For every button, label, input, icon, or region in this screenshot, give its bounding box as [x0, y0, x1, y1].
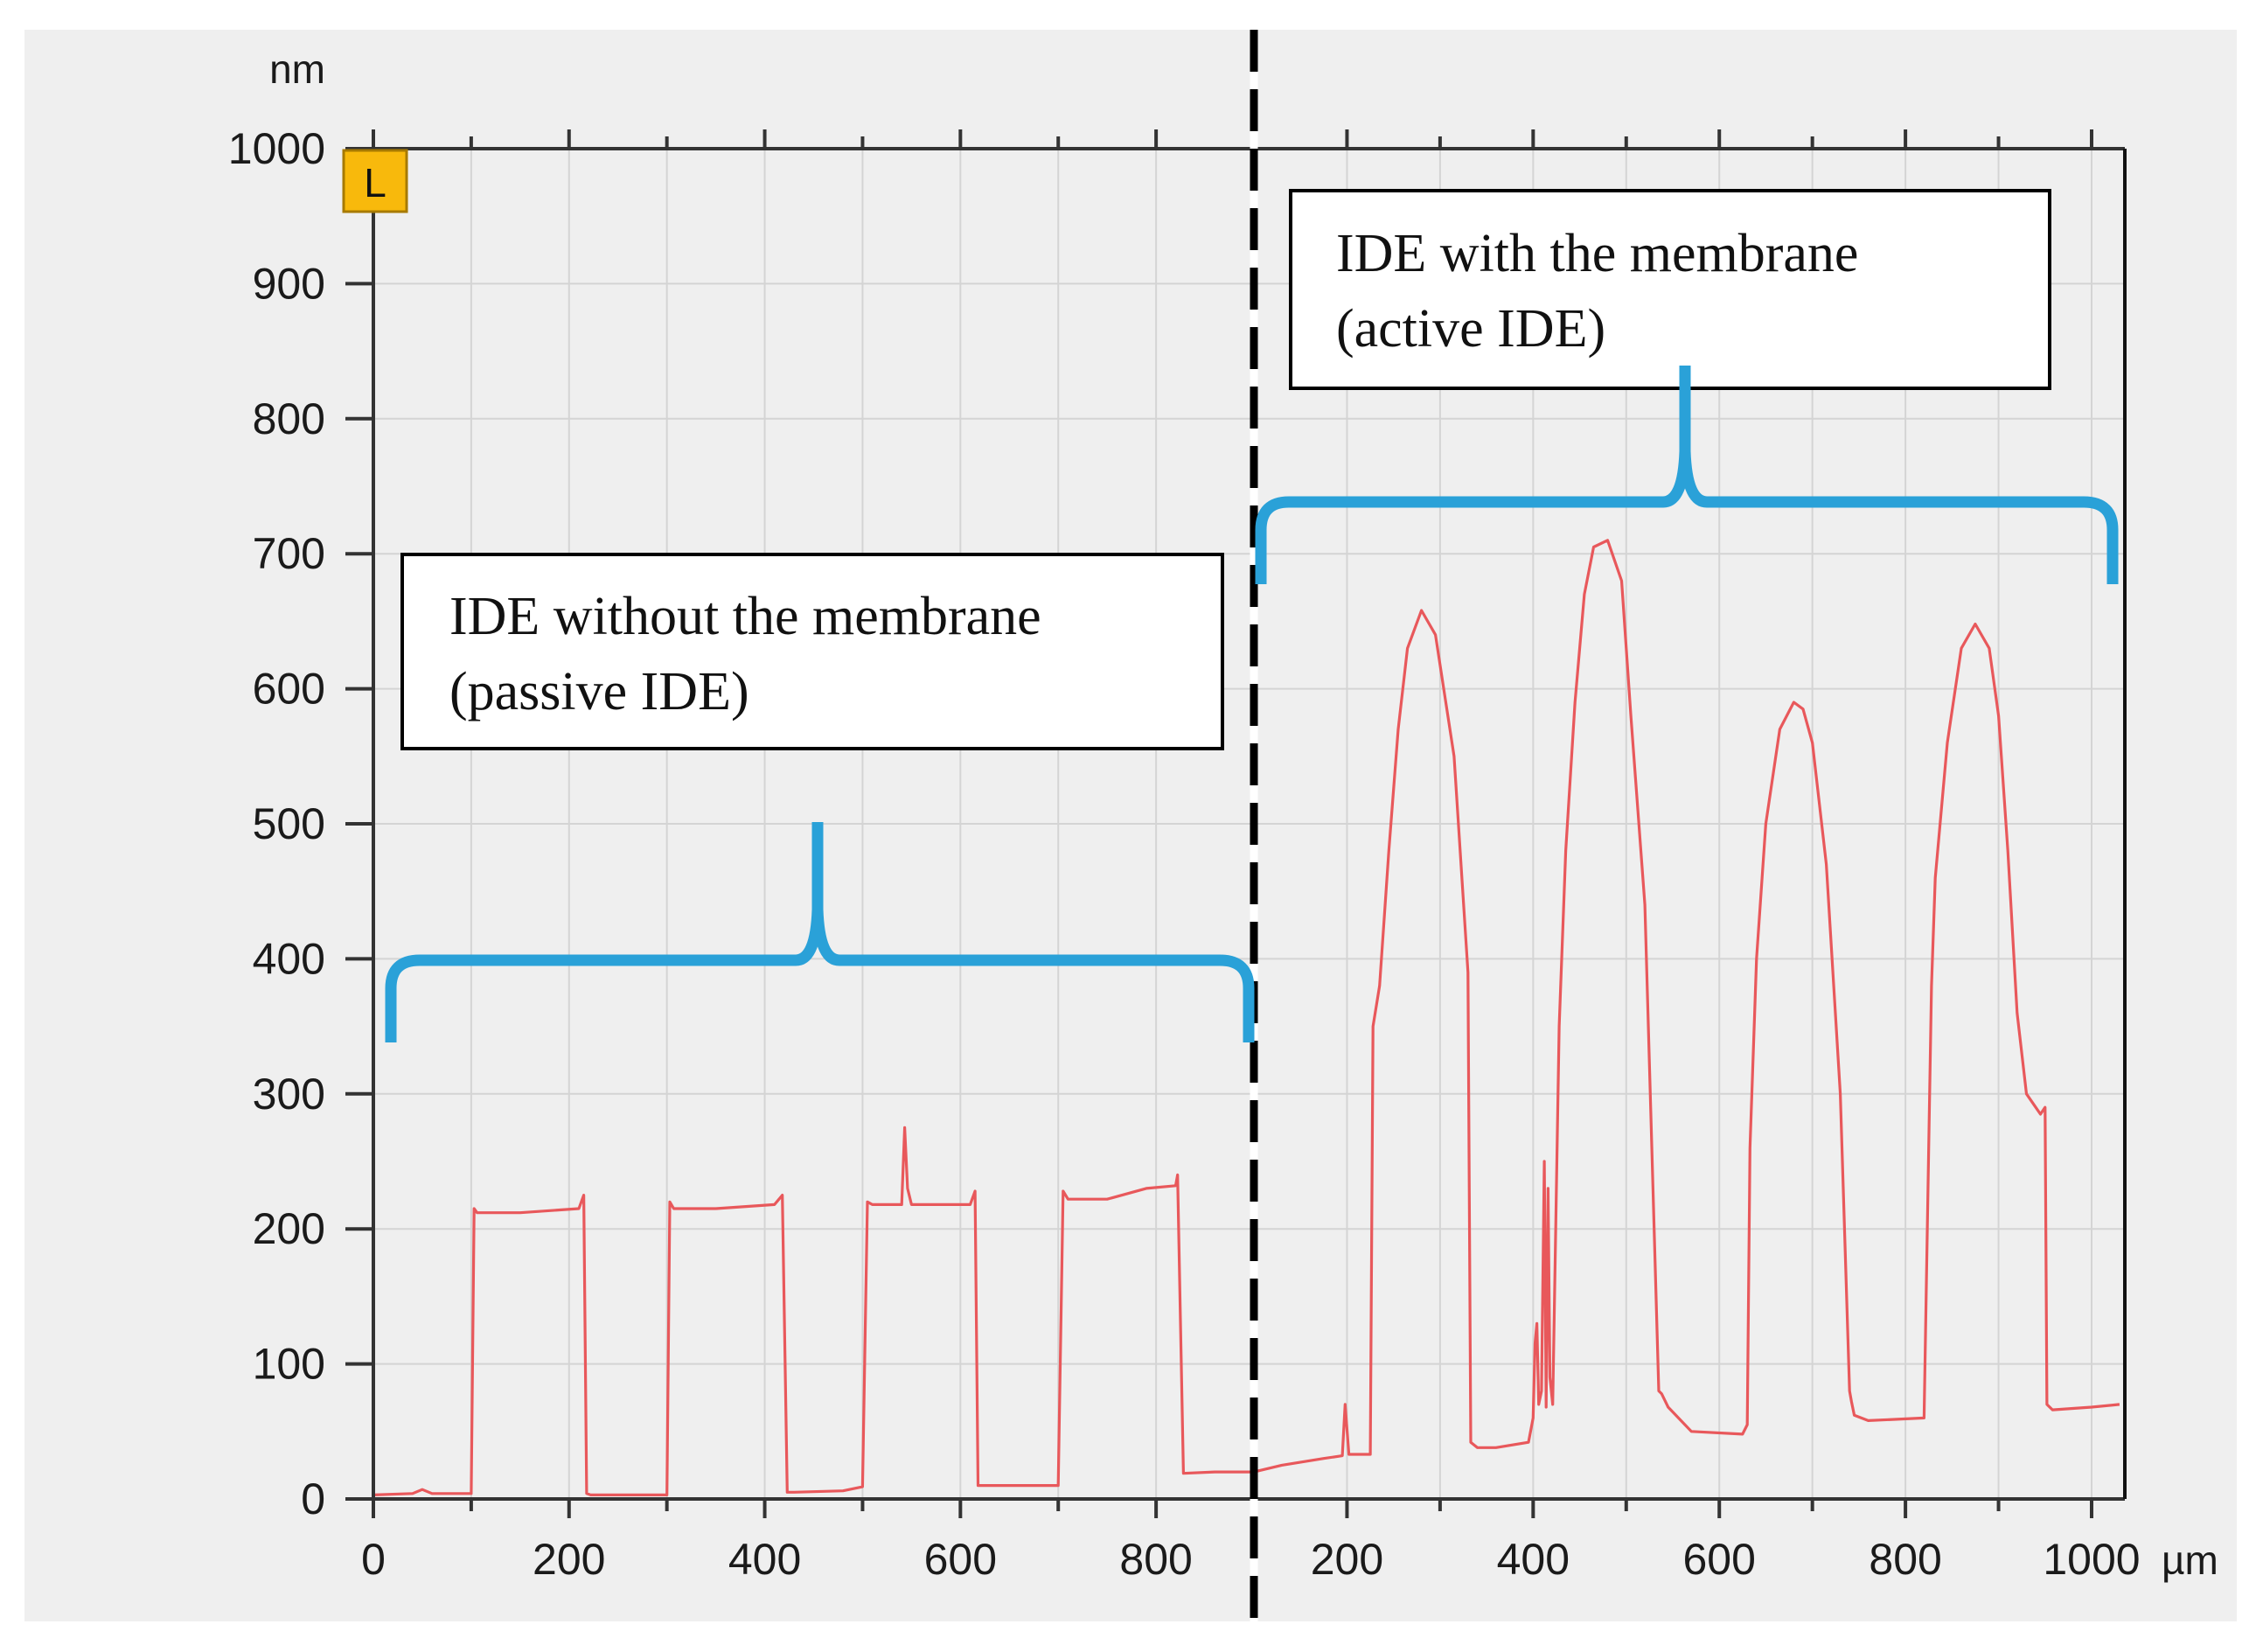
layer-marker: [342, 149, 408, 213]
annotation-passive-line-2: (passive IDE): [449, 662, 749, 721]
annotation-passive-line-1: IDE without the membrane: [449, 587, 1041, 646]
bracket-active: [1255, 366, 2119, 584]
x-tick-label: 200: [533, 1535, 605, 1584]
y-axis-unit: nm: [269, 46, 325, 92]
x-tick-label: 0: [361, 1535, 386, 1584]
annotation-box-passive: [400, 553, 1224, 750]
annotation-active-line-1: IDE with the membrane: [1336, 224, 1858, 283]
annotation-active-line-2: (active IDE): [1336, 299, 1605, 359]
x-tick-label: 800: [1119, 1535, 1192, 1584]
series-line-passive: [373, 1126, 1254, 1497]
series-layer: [373, 539, 2120, 1497]
y-tick-label: 400: [253, 934, 325, 983]
y-tick-label: 800: [253, 394, 325, 443]
tick-layer: 0 100 200 300 400 500 600 700 800 900 1000 0 200 400 6…: [228, 124, 2141, 1584]
x-tick-label: 200: [1311, 1535, 1383, 1584]
x-tick-label: 600: [924, 1535, 997, 1584]
y-tick-label: 200: [253, 1204, 325, 1253]
y-tick-label: 500: [253, 799, 325, 848]
annotation-box-active: [1289, 189, 2051, 390]
y-tick-label: 700: [253, 529, 325, 578]
x-tick-label: 400: [1497, 1535, 1570, 1584]
y-tick-label: 900: [253, 259, 325, 308]
series-line-active: [1253, 539, 2120, 1474]
y-tick-label: 1000: [228, 124, 325, 173]
y-tick-label: 100: [253, 1340, 325, 1389]
y-tick-label: 300: [253, 1070, 325, 1119]
x-tick-label: 400: [728, 1535, 801, 1584]
y-tick-label: 600: [253, 665, 325, 714]
y-tick-label: 0: [301, 1474, 325, 1523]
x-tick-label: 800: [1869, 1535, 1941, 1584]
x-axis-unit: µm: [2162, 1537, 2218, 1583]
x-tick-label: 1000: [2043, 1535, 2140, 1584]
layer-marker-label: L: [364, 160, 386, 206]
x-tick-label: 600: [1683, 1535, 1756, 1584]
bracket-passive: [385, 822, 1255, 1042]
